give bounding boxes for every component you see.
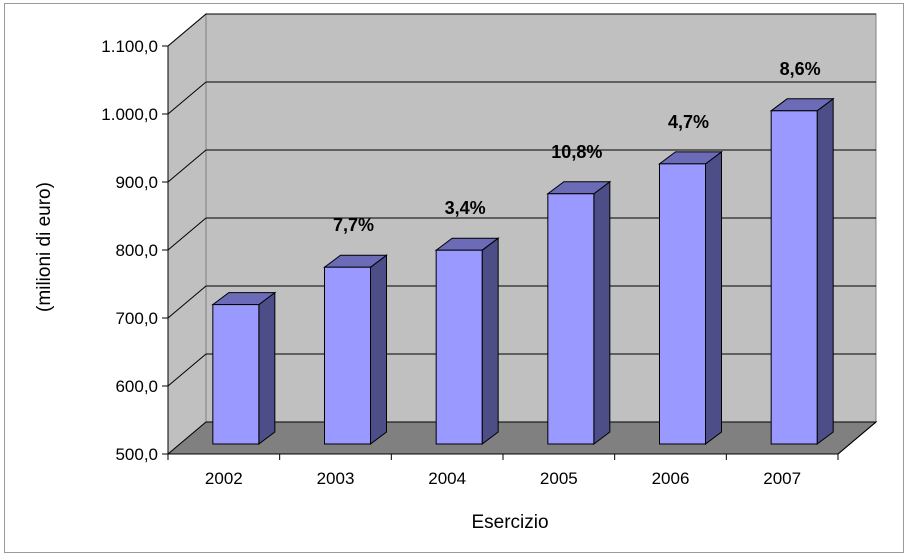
x-tick-label: 2004 — [428, 469, 466, 488]
y-tick-label: 600,0 — [115, 377, 158, 396]
floor-edge — [837, 421, 877, 455]
bar — [212, 304, 260, 445]
bar — [435, 249, 483, 445]
gridline — [167, 13, 876, 47]
bar-side — [705, 150, 722, 445]
y-tick-label: 1.000,0 — [101, 105, 158, 124]
axes — [162, 45, 877, 460]
data-label: 8,6% — [780, 59, 821, 79]
y-tick-label: 800,0 — [115, 241, 158, 260]
gridline — [167, 353, 876, 387]
x-tick-label: 2003 — [317, 469, 355, 488]
data-label: 7,7% — [333, 215, 374, 235]
y-tick-label: 500,0 — [115, 445, 158, 464]
bar — [547, 193, 595, 445]
y-tick-label: 1.100,0 — [101, 37, 158, 56]
bar-side — [593, 180, 611, 445]
bar — [770, 110, 818, 445]
y-tick-label: 900,0 — [115, 173, 158, 192]
data-label: 10,8% — [551, 142, 602, 162]
data-label: 4,7% — [668, 112, 709, 132]
bar-side — [258, 291, 276, 445]
x-tick-label: 2007 — [763, 469, 801, 488]
data-labels: 7,7% 3,4% 10,8% 4,7% 8,6% — [333, 59, 821, 235]
x-tick-label: 2002 — [205, 469, 243, 488]
gridline — [167, 217, 876, 251]
bar-side — [481, 237, 499, 445]
bar-side — [370, 254, 387, 445]
gridlines — [167, 13, 876, 387]
bar — [324, 266, 371, 445]
gridline — [167, 81, 876, 115]
x-axis-title: Esercizio — [471, 512, 548, 533]
x-tick-label: 2005 — [540, 469, 578, 488]
tick-labels: 500,0 600,0 700,0 800,0 900,0 1.000,0 1.100,0 2… — [101, 37, 801, 488]
data-label: 3,4% — [445, 198, 486, 218]
bar — [659, 163, 706, 445]
bars — [211, 97, 835, 445]
x-tick-label: 2006 — [652, 469, 690, 488]
y-tick-label: 700,0 — [115, 309, 158, 328]
bar-side — [816, 97, 834, 445]
y-axis-title: (milioni di euro) — [34, 182, 55, 312]
gridline — [167, 285, 876, 319]
gridline — [167, 149, 876, 183]
